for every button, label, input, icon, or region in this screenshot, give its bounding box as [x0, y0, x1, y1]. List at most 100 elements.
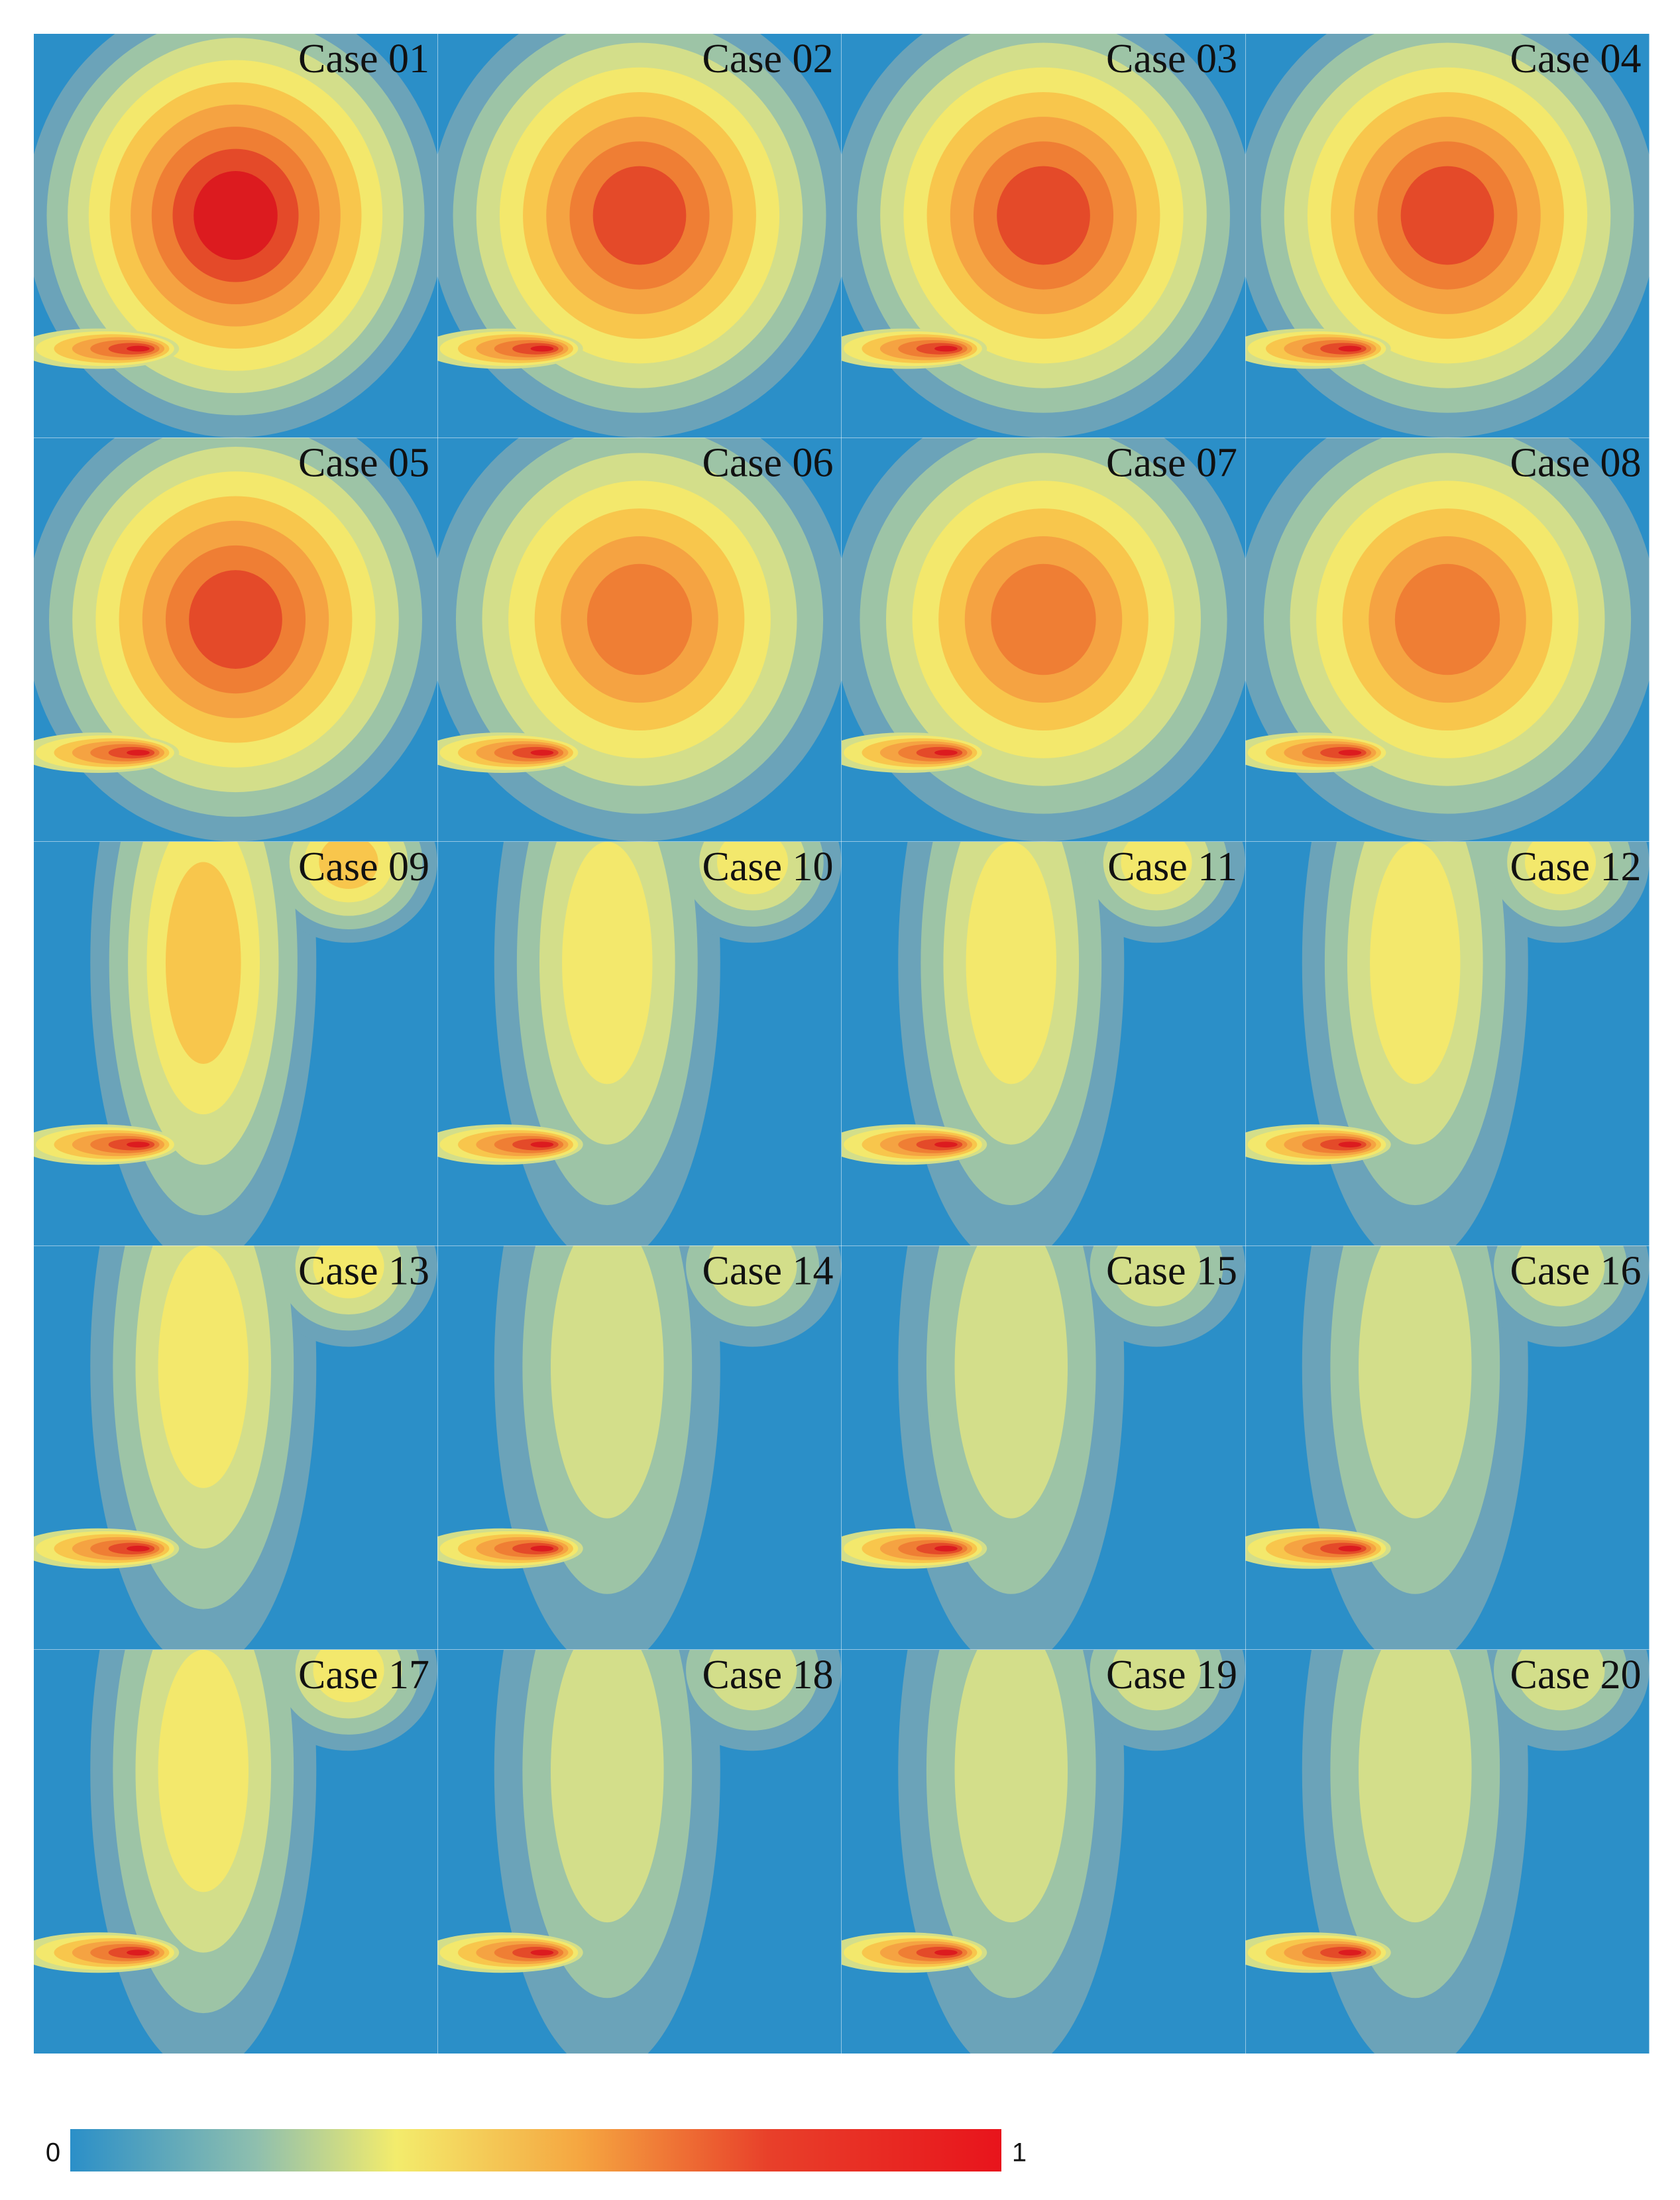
contour-band [158, 1650, 249, 1892]
jet-band [1338, 750, 1362, 756]
contour-field [1245, 34, 1650, 437]
jet-band [1338, 1545, 1362, 1552]
panel-grid: Case 01 Case 02 Case 03 Case 04 Case 05 Case … [34, 34, 1650, 2054]
panel: Case 19 [842, 1650, 1245, 2054]
panel: Case 10 [437, 842, 842, 1245]
contour-band [997, 166, 1090, 265]
contour-field [437, 1245, 842, 1650]
panel-label: Case 07 [1106, 441, 1237, 486]
contour-band [966, 842, 1056, 1084]
panel-label: Case 08 [1510, 441, 1641, 486]
contour-band [1359, 1245, 1472, 1519]
jet-band [1338, 345, 1362, 352]
jet-band [934, 1949, 958, 1956]
panel-label: Case 02 [702, 36, 833, 82]
contour-field [34, 842, 437, 1245]
contour-field [842, 34, 1245, 437]
contour-band [954, 1650, 1068, 1923]
contour-band [1394, 563, 1500, 675]
contour-field [1245, 1245, 1650, 1650]
contour-field [437, 1650, 842, 2054]
jet-band [530, 1949, 554, 1956]
contour-band [551, 1245, 664, 1519]
contour-field [1245, 437, 1650, 842]
contour-band [716, 842, 789, 895]
panel: Case 13 [34, 1245, 437, 1650]
jet-band [1338, 1949, 1362, 1956]
contour-field [842, 1245, 1245, 1650]
jet-band [530, 1141, 554, 1148]
contour-field [1245, 842, 1650, 1245]
contour-band [708, 1650, 797, 1711]
panel-label: Case 06 [702, 441, 833, 486]
colorbar-min: 0 [46, 2138, 60, 2168]
contour-band [954, 1245, 1068, 1519]
jet-band [934, 1545, 958, 1552]
contour-field [437, 842, 842, 1245]
panel-label: Case 03 [1106, 36, 1237, 82]
contour-field [437, 437, 842, 842]
jet-band [934, 345, 958, 352]
panel-label: Case 13 [298, 1249, 429, 1294]
panel: Case 06 [437, 437, 842, 842]
contour-band [1370, 842, 1461, 1084]
panel: Case 20 [1245, 1650, 1650, 2054]
jet-band [127, 1949, 150, 1956]
panel-label: Case 16 [1510, 1249, 1641, 1294]
panel: Case 11 [842, 842, 1245, 1245]
jet-band [127, 1545, 150, 1552]
jet-band [1338, 1141, 1362, 1148]
contour-band [1112, 1650, 1201, 1711]
panel: Case 12 [1245, 842, 1650, 1245]
contour-band [158, 1245, 249, 1488]
jet-band [530, 1545, 554, 1552]
panel-label: Case 12 [1510, 844, 1641, 890]
panel: Case 07 [842, 437, 1245, 842]
contour-band [1359, 1650, 1472, 1923]
contour-band [1112, 1245, 1201, 1306]
contour-field [842, 842, 1245, 1245]
panel-label: Case 14 [702, 1249, 833, 1294]
contour-band [319, 842, 378, 890]
panel-label: Case 15 [1106, 1249, 1237, 1294]
jet-band [530, 750, 554, 756]
panel: Case 09 [34, 842, 437, 1245]
panel-label: Case 10 [702, 844, 833, 890]
contour-band [592, 166, 687, 265]
panel: Case 02 [437, 34, 842, 437]
contour-field [842, 437, 1245, 842]
contour-band [165, 862, 241, 1064]
contour-band [1516, 1650, 1605, 1711]
panel: Case 15 [842, 1245, 1245, 1650]
jet-band [127, 345, 150, 352]
contour-field [34, 437, 437, 842]
contour-field [1245, 1650, 1650, 2054]
jet-band [127, 1141, 150, 1148]
panel-label: Case 11 [1107, 844, 1237, 890]
panel: Case 04 [1245, 34, 1650, 437]
contour-field [34, 1650, 437, 2054]
panel: Case 14 [437, 1245, 842, 1650]
jet-band [530, 345, 554, 352]
panel: Case 17 [34, 1650, 437, 2054]
contour-band [587, 563, 693, 675]
panel: Case 05 [34, 437, 437, 842]
panel-label: Case 05 [298, 441, 429, 486]
panel-label: Case 18 [702, 1652, 833, 1698]
colorbar-max: 1 [1012, 2138, 1027, 2168]
jet-band [934, 1141, 958, 1148]
contour-band [1524, 842, 1596, 895]
contour-band [313, 1245, 384, 1299]
contour-band [1516, 1245, 1605, 1306]
jet-band [127, 750, 150, 756]
contour-band [562, 842, 653, 1084]
jet-band [934, 750, 958, 756]
contour-band [194, 171, 278, 261]
contour-field [34, 1245, 437, 1650]
contour-field [437, 34, 842, 437]
contour-band [189, 570, 282, 669]
contour-band [1400, 166, 1494, 265]
panel-label: Case 04 [1510, 36, 1641, 82]
panel-label: Case 20 [1510, 1652, 1641, 1698]
